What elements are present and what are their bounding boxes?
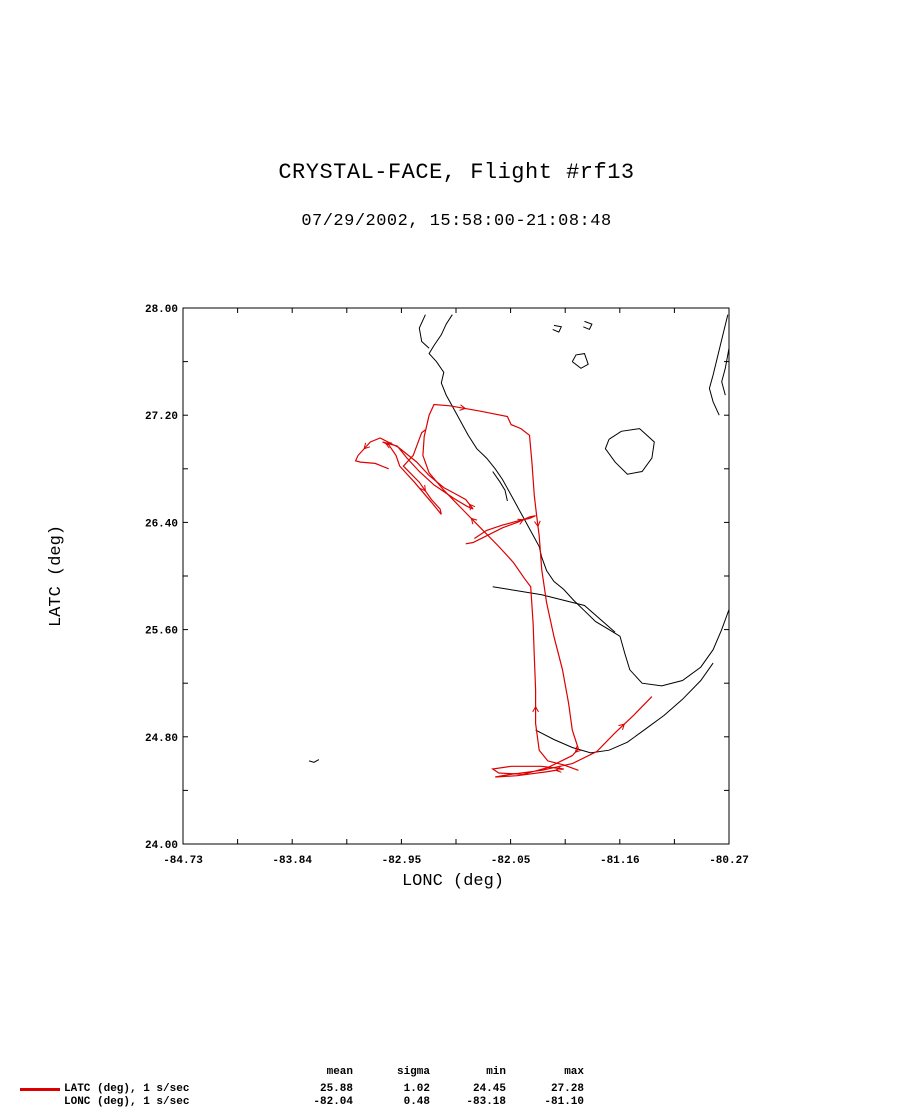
coastline-segment [604, 428, 655, 475]
flight-tracks [354, 403, 653, 778]
stats-value: -83.18 [466, 1096, 506, 1108]
stats-header-mean: mean [326, 1066, 353, 1078]
y-tick-label: 24.80 [145, 733, 178, 745]
track-direction-arrow [363, 442, 371, 450]
statistics-table: mean sigma min max LATC (deg), 1 s/sec 2… [0, 1066, 913, 1113]
track-direction-arrow [574, 746, 582, 753]
y-tick-label: 24.00 [145, 840, 178, 852]
track-direction-arrow [419, 484, 427, 492]
stats-row-label: LATC (deg), 1 s/sec [64, 1083, 190, 1095]
track-direction-arrow [384, 442, 392, 449]
flight-track-3 [465, 515, 536, 545]
x-tick-label: -82.95 [382, 855, 422, 867]
stats-header-sigma: sigma [396, 1066, 430, 1078]
stats-value: -82.04 [313, 1096, 353, 1108]
axis-ticks [182, 307, 730, 845]
track-direction-arrow [517, 518, 525, 525]
stats-row-lonc: LONC (deg), 1 s/sec -82.04 0.48 -83.18 -… [0, 1096, 913, 1109]
x-tick-label: -80.27 [709, 855, 749, 867]
y-tick-label: 28.00 [145, 304, 178, 316]
stats-value: 27.28 [550, 1083, 584, 1095]
stats-header-min: min [486, 1066, 506, 1078]
track-direction-arrow [554, 766, 562, 773]
x-tick-labels: -84.73 -83.84 -82.95 -82.05 -81.16 -80.27 [163, 855, 749, 867]
stats-value: 0.48 [403, 1096, 430, 1108]
x-tick-label: -83.84 [272, 855, 312, 867]
track-direction-arrow [468, 503, 476, 511]
track-direction-arrow [618, 723, 626, 730]
coastline-segment [428, 314, 730, 687]
stats-value: 25.88 [319, 1083, 353, 1095]
stats-value: 1.02 [403, 1083, 430, 1095]
y-tick-labels: 24.00 24.80 25.60 26.40 27.20 28.00 [145, 304, 178, 852]
track-direction-arrow [532, 705, 539, 713]
coastline-segment [535, 662, 714, 754]
flight-track-chart: -84.73 -83.84 -82.95 -82.05 -81.16 -80.27 24.… [47, 304, 749, 891]
coastline-segment [492, 586, 616, 633]
track-direction-arrow [470, 517, 478, 525]
coastline-segment [708, 314, 729, 416]
y-axis-label: LATC (deg) [47, 525, 66, 627]
coastline-segment [308, 759, 320, 763]
coastline-segment [492, 471, 508, 502]
flight-track-1 [422, 403, 653, 778]
flight-track-2 [354, 429, 474, 515]
y-tick-label: 25.60 [145, 626, 178, 638]
y-tick-label: 26.40 [145, 518, 178, 530]
legend-swatch-red [20, 1088, 60, 1091]
coastline-segment [552, 324, 563, 333]
chart-title: CRYSTAL-FACE, Flight #rf13 [278, 160, 635, 185]
stats-header-max: max [564, 1066, 584, 1078]
track-direction-arrow [534, 520, 541, 528]
x-tick-label: -82.05 [491, 855, 531, 867]
coastline-segment [721, 348, 730, 396]
stats-value: 24.45 [472, 1083, 506, 1095]
coastline-segment [583, 320, 593, 331]
plot-frame [182, 307, 730, 845]
chart-subtitle: 07/29/2002, 15:58:00-21:08:48 [301, 212, 612, 231]
x-axis-label: LONC (deg) [402, 872, 504, 891]
coastline [308, 314, 730, 763]
stats-row-latc: LATC (deg), 1 s/sec 25.88 1.02 24.45 27.… [0, 1083, 913, 1096]
y-tick-label: 27.20 [145, 411, 178, 423]
x-tick-label: -81.16 [600, 855, 640, 867]
coastline-segment [571, 353, 589, 369]
coastline-segment [418, 314, 430, 349]
x-tick-label: -84.73 [163, 855, 203, 867]
stats-value: -81.10 [544, 1096, 584, 1108]
track-direction-arrow [459, 404, 467, 411]
stats-row-label: LONC (deg), 1 s/sec [64, 1096, 190, 1108]
